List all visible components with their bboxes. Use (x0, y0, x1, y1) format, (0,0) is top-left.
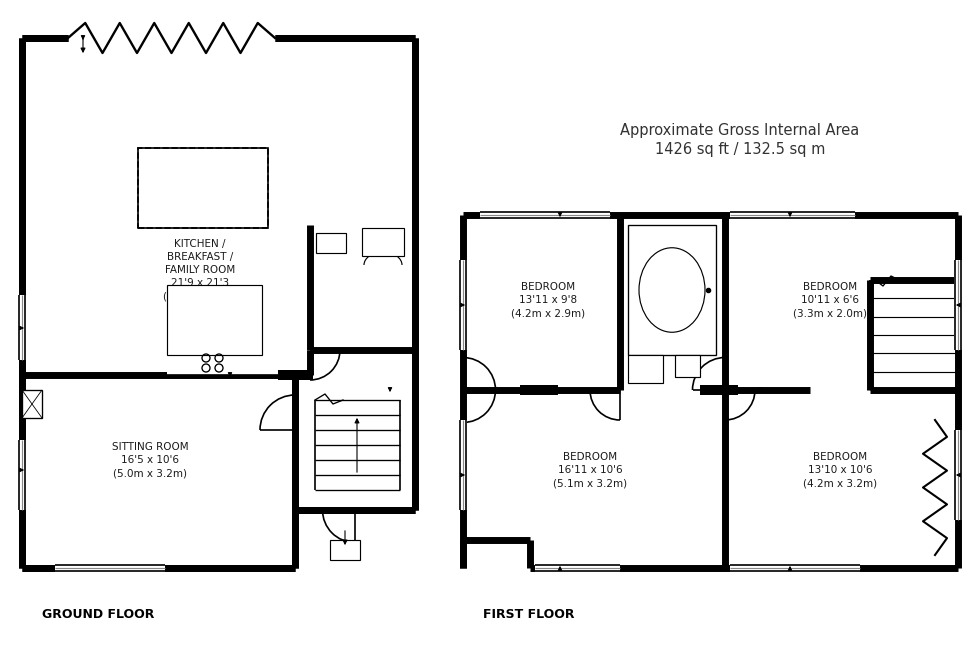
Bar (700, 385, 738, 395)
Bar (138, 148, 268, 228)
Bar (954, 430, 962, 520)
Bar (535, 564, 620, 572)
Bar (138, 148, 268, 228)
Bar (18, 295, 26, 360)
Bar (362, 228, 404, 256)
Text: BEDROOM
10'11 x 6'6
(3.3m x 2.0m): BEDROOM 10'11 x 6'6 (3.3m x 2.0m) (793, 282, 867, 318)
Bar (628, 225, 716, 355)
Text: GROUND FLOOR: GROUND FLOOR (42, 609, 155, 622)
Bar (280, 371, 310, 379)
Bar (954, 260, 962, 350)
Text: BEDROOM
13'10 x 10'6
(4.2m x 3.2m): BEDROOM 13'10 x 10'6 (4.2m x 3.2m) (803, 452, 877, 488)
Bar (459, 260, 467, 350)
Bar (316, 233, 346, 253)
Bar (167, 285, 262, 355)
Bar (330, 540, 360, 560)
Bar (55, 564, 165, 572)
Text: BEDROOM
13'11 x 9'8
(4.2m x 2.9m): BEDROOM 13'11 x 9'8 (4.2m x 2.9m) (511, 282, 585, 318)
Bar (167, 355, 287, 375)
Text: Approximate Gross Internal Area
1426 sq ft / 132.5 sq m: Approximate Gross Internal Area 1426 sq … (620, 123, 859, 157)
Text: FIRST FLOOR: FIRST FLOOR (483, 609, 574, 622)
Bar (459, 420, 467, 510)
Bar (22, 390, 42, 418)
Bar (18, 440, 26, 510)
Bar (675, 355, 700, 377)
Bar (730, 211, 855, 219)
Text: BEDROOM
16'11 x 10'6
(5.1m x 3.2m): BEDROOM 16'11 x 10'6 (5.1m x 3.2m) (553, 452, 627, 488)
Bar (278, 370, 313, 380)
Text: KITCHEN /
BREAKFAST /
FAMILY ROOM
21'9 x 21'3
(6.6m x 6.5m): KITCHEN / BREAKFAST / FAMILY ROOM 21'9 x… (163, 238, 237, 302)
Bar (730, 564, 860, 572)
Bar (520, 385, 558, 395)
Bar (628, 355, 663, 383)
Text: SITTING ROOM
16'5 x 10'6
(5.0m x 3.2m): SITTING ROOM 16'5 x 10'6 (5.0m x 3.2m) (112, 442, 188, 478)
Bar (480, 211, 610, 219)
